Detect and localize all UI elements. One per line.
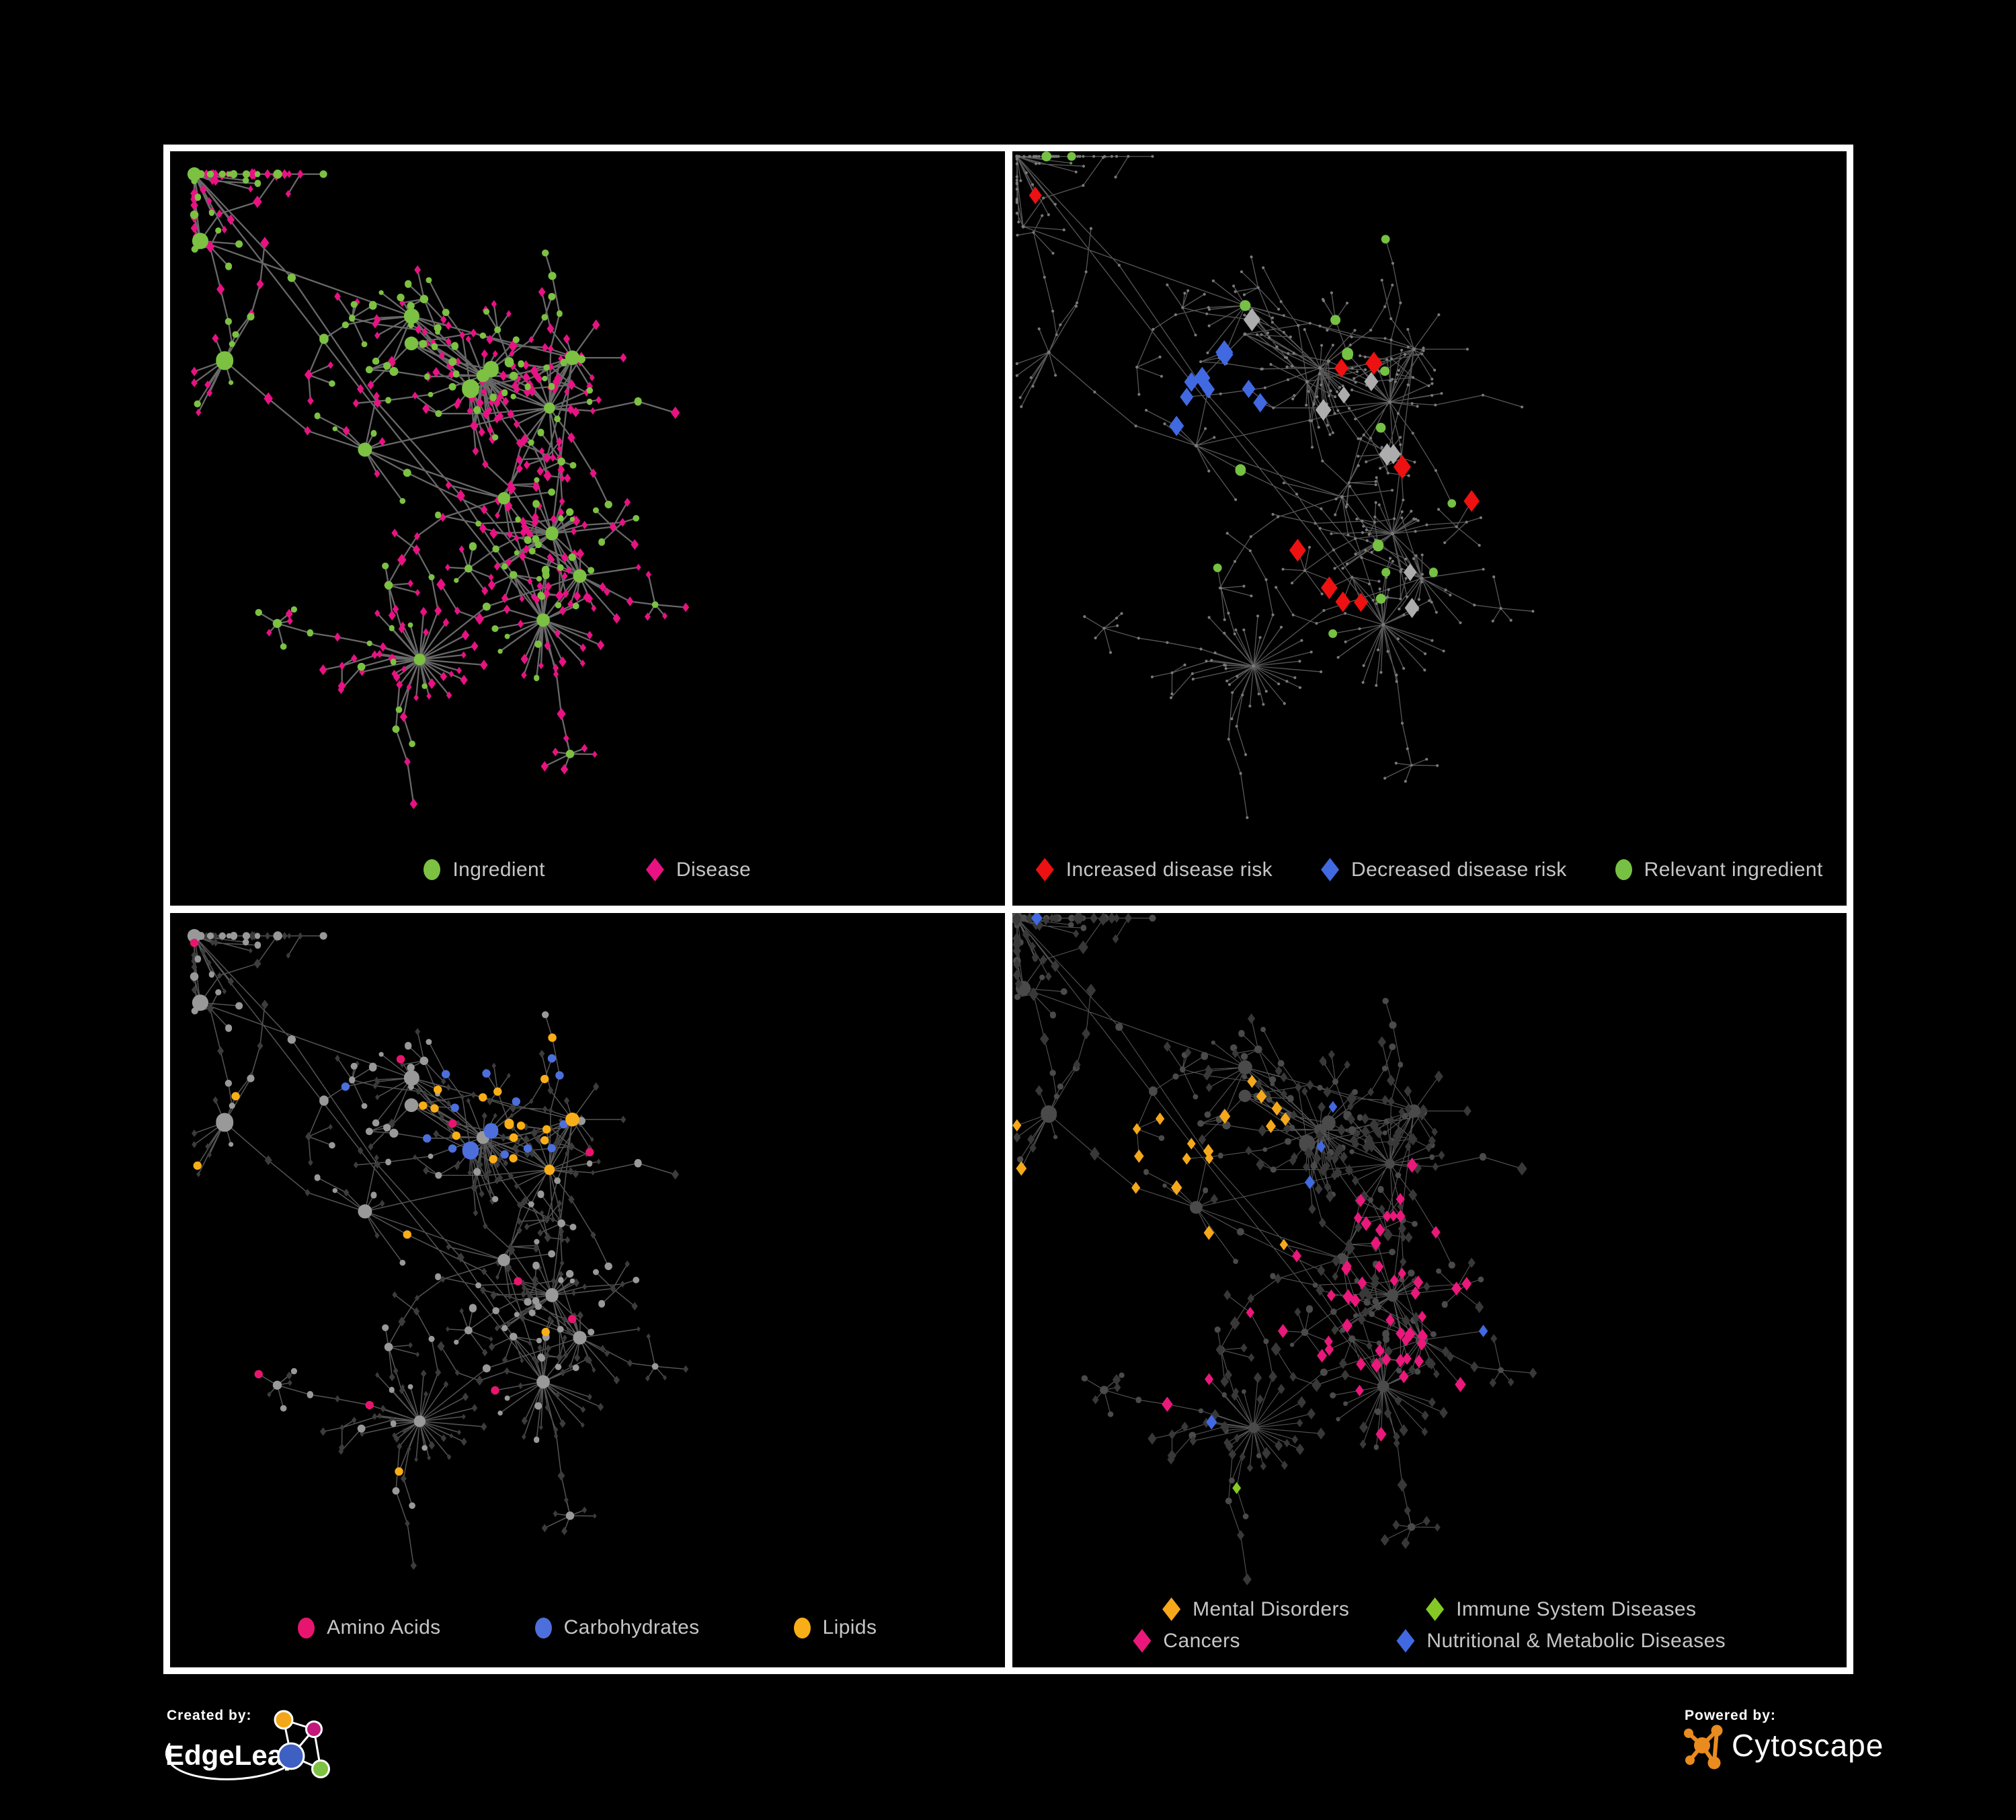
network-nodes xyxy=(1168,340,1267,436)
amino-acids-circle-marker xyxy=(298,1617,315,1638)
legend-item-disease: Disease xyxy=(645,858,752,881)
edgeleap-node-magenta xyxy=(305,1720,323,1738)
cytoscape-logo: Powered by: Cytoscape xyxy=(1684,1708,1884,1770)
edgeleap-logo: Created by: EdgeLeap xyxy=(165,1708,330,1780)
macronutrient-network-graph xyxy=(187,928,689,1570)
legend-item-carbohydrates: Carbohydrates xyxy=(534,1616,700,1639)
lipids-circle-marker xyxy=(793,1617,811,1638)
created-by-label: Created by: xyxy=(167,1708,252,1723)
edgeleap-network-icon xyxy=(274,1710,330,1778)
legend-label: Disease xyxy=(676,858,752,881)
edgeleap-node-blue xyxy=(277,1742,305,1770)
network-nodes xyxy=(1232,1482,1241,1495)
mental-disorders-diamond-marker xyxy=(1162,1597,1181,1621)
legend-label: Cancers xyxy=(1163,1629,1240,1652)
legend-item-mental-disorders: Mental Disorders xyxy=(1162,1597,1426,1621)
legend-label: Decreased disease risk xyxy=(1351,858,1567,881)
cancers-diamond-marker xyxy=(1133,1629,1152,1653)
legend-label: Relevant ingredient xyxy=(1644,858,1823,881)
legend-row: Cancers Nutritional & Metabolic Diseases xyxy=(1133,1629,1726,1653)
figure-board: Ingredient Disease Increased disease risk… xyxy=(163,145,1853,1674)
disease-risk-network-graph xyxy=(1014,151,1535,820)
ingredient-disease-network-graph xyxy=(187,167,690,809)
increased-disease-risk-diamond-marker xyxy=(1035,858,1054,881)
legend-label: Immune System Diseases xyxy=(1456,1597,1697,1620)
disease-diamond-marker xyxy=(645,858,664,881)
relevant-ingredient-circle-marker xyxy=(1615,859,1632,880)
legend-item-lipids: Lipids xyxy=(793,1616,877,1639)
panel-disease-risk: Increased disease risk Decreased disease … xyxy=(1012,151,1847,906)
legend-label: Ingredient xyxy=(452,858,545,881)
edgeleap-swoosh xyxy=(165,1743,285,1780)
panel-ingredient-disease: Ingredient Disease xyxy=(170,151,1005,906)
carbohydrates-circle-marker xyxy=(534,1617,552,1638)
legend-row: Amino Acids Carbohydrates Lipids xyxy=(298,1616,877,1639)
legend-label: Carbohydrates xyxy=(563,1616,700,1638)
legend-item-immune-system-diseases: Immune System Diseases xyxy=(1426,1597,1696,1621)
cytoscape-icon-hub xyxy=(1694,1737,1710,1753)
network-edges xyxy=(194,935,686,1566)
network-nodes xyxy=(1243,308,1419,619)
network-edges xyxy=(193,173,686,804)
powered-by-label: Powered by: xyxy=(1685,1708,1776,1723)
ingredient-circle-marker xyxy=(424,859,441,880)
legend-ingredient-disease: Ingredient Disease xyxy=(170,858,1005,881)
cytoscape-icon-node xyxy=(1684,1729,1693,1738)
network-nodes xyxy=(187,928,659,1520)
disease-categories-network-graph xyxy=(1012,913,1537,1585)
cytoscape-icon-node xyxy=(1711,1725,1723,1737)
network-nodes xyxy=(341,1054,568,1160)
legend-row: Ingredient Disease xyxy=(424,858,751,881)
legend-label: Nutritional & Metabolic Diseases xyxy=(1426,1629,1726,1652)
network-edges xyxy=(1016,918,1533,1580)
network-nodes xyxy=(1012,1074,1290,1251)
cytoscape-icon-edges xyxy=(1687,1729,1719,1764)
legend-item-amino-acids: Amino Acids xyxy=(298,1616,440,1639)
cytoscape-icon xyxy=(1684,1725,1723,1770)
legend-row: Increased disease risk Decreased disease … xyxy=(1035,858,1823,881)
legend-item-decreased-disease-risk: Decreased disease risk xyxy=(1321,858,1567,881)
legend-row: Mental Disorders Immune System Diseases xyxy=(1162,1597,1696,1621)
edgeleap-node-orange xyxy=(274,1710,294,1730)
legend-disease-categories: Mental Disorders Immune System Diseases Ca… xyxy=(1012,1597,1847,1653)
network-nodes xyxy=(187,167,659,758)
legend-item-increased-disease-risk: Increased disease risk xyxy=(1035,858,1273,881)
legend-macronutrient-classes: Amino Acids Carbohydrates Lipids xyxy=(170,1616,1005,1639)
legend-label: Amino Acids xyxy=(327,1616,441,1638)
decreased-disease-risk-diamond-marker xyxy=(1321,858,1340,881)
legend-label: Mental Disorders xyxy=(1193,1597,1350,1620)
immune-system-diseases-diamond-marker xyxy=(1426,1597,1445,1621)
network-edges xyxy=(1016,155,1533,818)
nutritional-metabolic-diseases-diamond-marker xyxy=(1396,1629,1415,1653)
legend-label: Lipids xyxy=(822,1616,877,1638)
panel-macronutrient-classes: Amino Acids Carbohydrates Lipids xyxy=(170,913,1005,1667)
panel-disease-categories: Mental Disorders Immune System Diseases Ca… xyxy=(1012,913,1847,1667)
network-nodes xyxy=(1012,913,1504,1531)
panel-grid: Ingredient Disease Increased disease risk… xyxy=(170,151,1847,1667)
edgeleap-node-green xyxy=(311,1759,330,1778)
edgeleap-icon-edges xyxy=(282,1718,322,1770)
legend-item-nutritional-metabolic-diseases: Nutritional & Metabolic Diseases xyxy=(1396,1629,1726,1653)
legend-item-cancers: Cancers xyxy=(1133,1629,1396,1653)
legend-label: Increased disease risk xyxy=(1065,858,1273,881)
legend-item-ingredient: Ingredient xyxy=(424,859,545,881)
network-nodes xyxy=(1031,913,1488,1430)
cytoscape-wordmark: Cytoscape xyxy=(1732,1728,1884,1763)
cytoscape-icon-node xyxy=(1707,1756,1721,1770)
cytoscape-icon-node xyxy=(1685,1755,1695,1765)
legend-disease-risk: Increased disease risk Decreased disease … xyxy=(1012,858,1847,881)
legend-item-relevant-ingredient: Relevant ingredient xyxy=(1615,859,1823,881)
